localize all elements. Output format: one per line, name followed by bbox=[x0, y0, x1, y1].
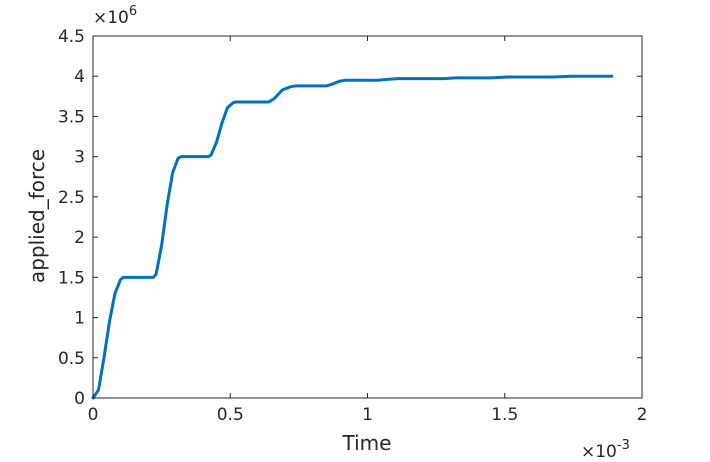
x-exponent-base: ×10 bbox=[581, 442, 617, 462]
y-tick-label: 0 bbox=[74, 389, 85, 409]
y-tick-label: 0.5 bbox=[58, 349, 85, 369]
x-tick-label: 1 bbox=[362, 405, 373, 425]
x-axis-label: Time bbox=[342, 431, 392, 455]
y-tick-label: 3 bbox=[74, 148, 85, 168]
y-exponent-label: ×106 bbox=[93, 4, 137, 28]
y-tick-label: 4 bbox=[74, 67, 85, 87]
x-exponent-power: -3 bbox=[617, 438, 630, 453]
y-exponent-base: ×10 bbox=[93, 8, 129, 28]
y-axis-label: applied_force bbox=[25, 149, 49, 283]
series-line-0 bbox=[91, 74, 614, 400]
y-exponent-power: 6 bbox=[129, 4, 137, 19]
y-tick-label: 2 bbox=[74, 228, 85, 248]
y-tick-label: 1.5 bbox=[58, 268, 85, 288]
y-tick-label: 2.5 bbox=[58, 188, 85, 208]
plot-layer bbox=[91, 74, 614, 400]
x-tick-label: 0.5 bbox=[217, 405, 244, 425]
x-ticks: 0 0.5 1 1.5 2 bbox=[88, 36, 648, 425]
y-tick-label: 1 bbox=[74, 309, 85, 329]
y-ticks: 0 0.5 1 1.5 2 2.5 3 3.5 4 4.5 bbox=[58, 27, 642, 409]
x-exponent-label: ×10-3 bbox=[581, 438, 630, 462]
x-tick-label: 1.5 bbox=[491, 405, 518, 425]
y-tick-label: 4.5 bbox=[58, 27, 85, 47]
y-tick-label: 3.5 bbox=[58, 107, 85, 127]
x-tick-label: 2 bbox=[637, 405, 648, 425]
x-tick-label: 0 bbox=[88, 405, 99, 425]
